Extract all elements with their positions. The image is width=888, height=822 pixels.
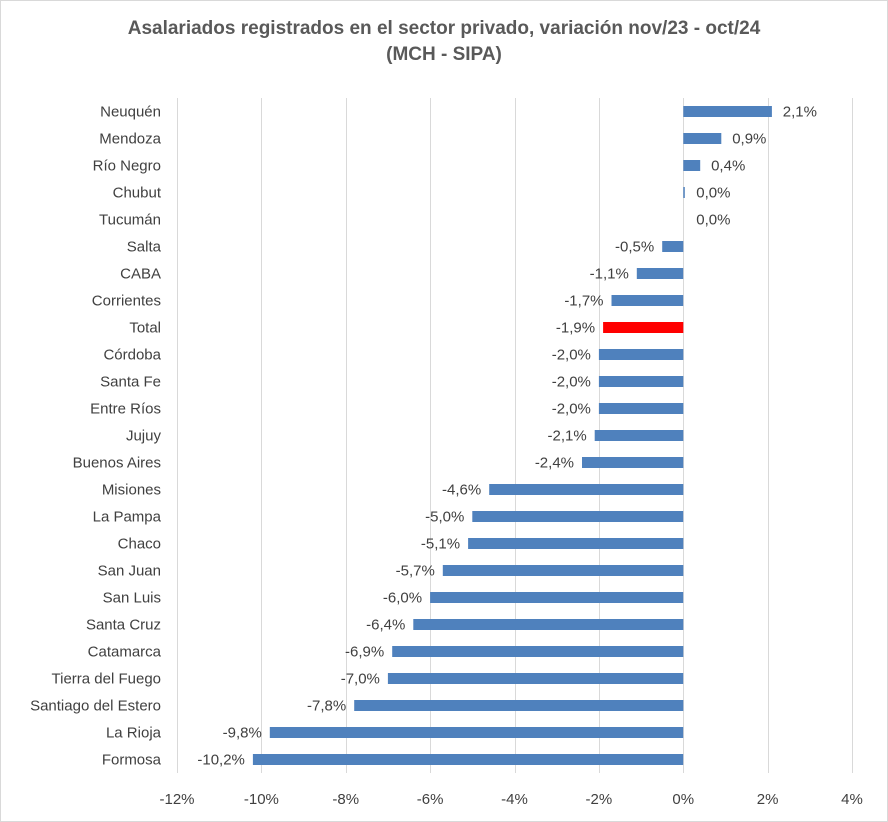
x-tick-label: -12% <box>159 791 194 808</box>
category-label: Corrientes <box>92 293 161 310</box>
bar <box>468 538 684 549</box>
bar <box>683 187 685 198</box>
bar <box>472 511 684 522</box>
data-label: -5,1% <box>421 536 460 553</box>
data-label: -0,5% <box>615 239 654 256</box>
category-label: Salta <box>127 239 162 256</box>
category-label: Misiones <box>102 482 161 499</box>
bar <box>683 133 722 144</box>
data-label: -10,2% <box>197 752 245 769</box>
x-tick-label: -2% <box>586 791 613 808</box>
bar <box>442 565 684 576</box>
bar <box>598 349 684 360</box>
category-label: Entre Ríos <box>90 401 161 418</box>
category-label: Total <box>129 320 161 337</box>
category-label: San Juan <box>98 563 161 580</box>
bar-highlight <box>603 322 684 333</box>
category-label: Chaco <box>118 536 161 553</box>
bar <box>598 376 684 387</box>
category-label: Santa Cruz <box>86 617 161 634</box>
bar <box>598 403 684 414</box>
data-label: -7,0% <box>341 671 380 688</box>
data-label: -5,0% <box>425 509 464 526</box>
bar <box>392 646 684 657</box>
bar <box>489 484 684 495</box>
bar <box>683 160 701 171</box>
bar <box>611 295 684 306</box>
data-label: 2,1% <box>783 104 817 121</box>
category-label: Mendoza <box>99 131 161 148</box>
x-tick-label: 2% <box>757 791 779 808</box>
data-label: -2,4% <box>535 455 574 472</box>
category-label: Neuquén <box>100 104 161 121</box>
category-label: Chubut <box>113 185 162 202</box>
data-label: -2,0% <box>552 347 591 364</box>
chart-subtitle: (MCH - SIPA) <box>386 44 502 65</box>
x-tick-label: -6% <box>417 791 444 808</box>
x-tick-label: -8% <box>332 791 359 808</box>
category-label: Santiago del Estero <box>30 698 161 715</box>
chart-title: Asalariados registrados en el sector pri… <box>127 18 761 39</box>
data-label: -1,7% <box>564 293 603 310</box>
bar <box>354 700 684 711</box>
x-tick-label: -4% <box>501 791 528 808</box>
bar <box>594 430 684 441</box>
bar <box>269 727 684 738</box>
data-label: -2,0% <box>552 374 591 391</box>
data-label: -5,7% <box>396 563 435 580</box>
x-tick-label: 0% <box>672 791 694 808</box>
bar <box>662 241 684 252</box>
bar <box>582 457 684 468</box>
data-label: 0,0% <box>696 185 730 202</box>
data-label: 0,9% <box>732 131 766 148</box>
chart-title-block: Asalariados registrados en el sector pri… <box>0 16 888 68</box>
bar <box>683 106 772 117</box>
category-label: Tierra del Fuego <box>52 671 162 688</box>
category-label: San Luis <box>103 590 161 607</box>
bar <box>413 619 684 630</box>
category-label: Buenos Aires <box>73 455 161 472</box>
data-label: 0,0% <box>696 212 730 229</box>
data-label: -7,8% <box>307 698 346 715</box>
category-label: La Rioja <box>106 725 162 742</box>
data-label: -1,1% <box>590 266 629 283</box>
category-label: Catamarca <box>88 644 162 661</box>
category-label: Santa Fe <box>100 374 161 391</box>
data-label: -6,0% <box>383 590 422 607</box>
category-label: CABA <box>120 266 161 283</box>
x-tick-label: 4% <box>841 791 863 808</box>
x-tick-label: -10% <box>244 791 279 808</box>
bar <box>636 268 684 279</box>
category-label: Córdoba <box>103 347 161 364</box>
bar <box>252 754 684 765</box>
category-label: Río Negro <box>93 158 161 175</box>
data-label: -6,9% <box>345 644 384 661</box>
data-label: -2,1% <box>548 428 587 445</box>
data-label: -4,6% <box>442 482 481 499</box>
data-label: 0,4% <box>711 158 745 175</box>
data-label: -1,9% <box>556 320 595 337</box>
category-label: Jujuy <box>126 428 162 445</box>
category-label: La Pampa <box>93 509 162 526</box>
data-label: -6,4% <box>366 617 405 634</box>
data-label: -2,0% <box>552 401 591 418</box>
category-label: Tucumán <box>99 212 161 229</box>
bar <box>430 592 684 603</box>
bar <box>387 673 684 684</box>
data-label: -9,8% <box>223 725 262 742</box>
category-label: Formosa <box>102 752 162 769</box>
